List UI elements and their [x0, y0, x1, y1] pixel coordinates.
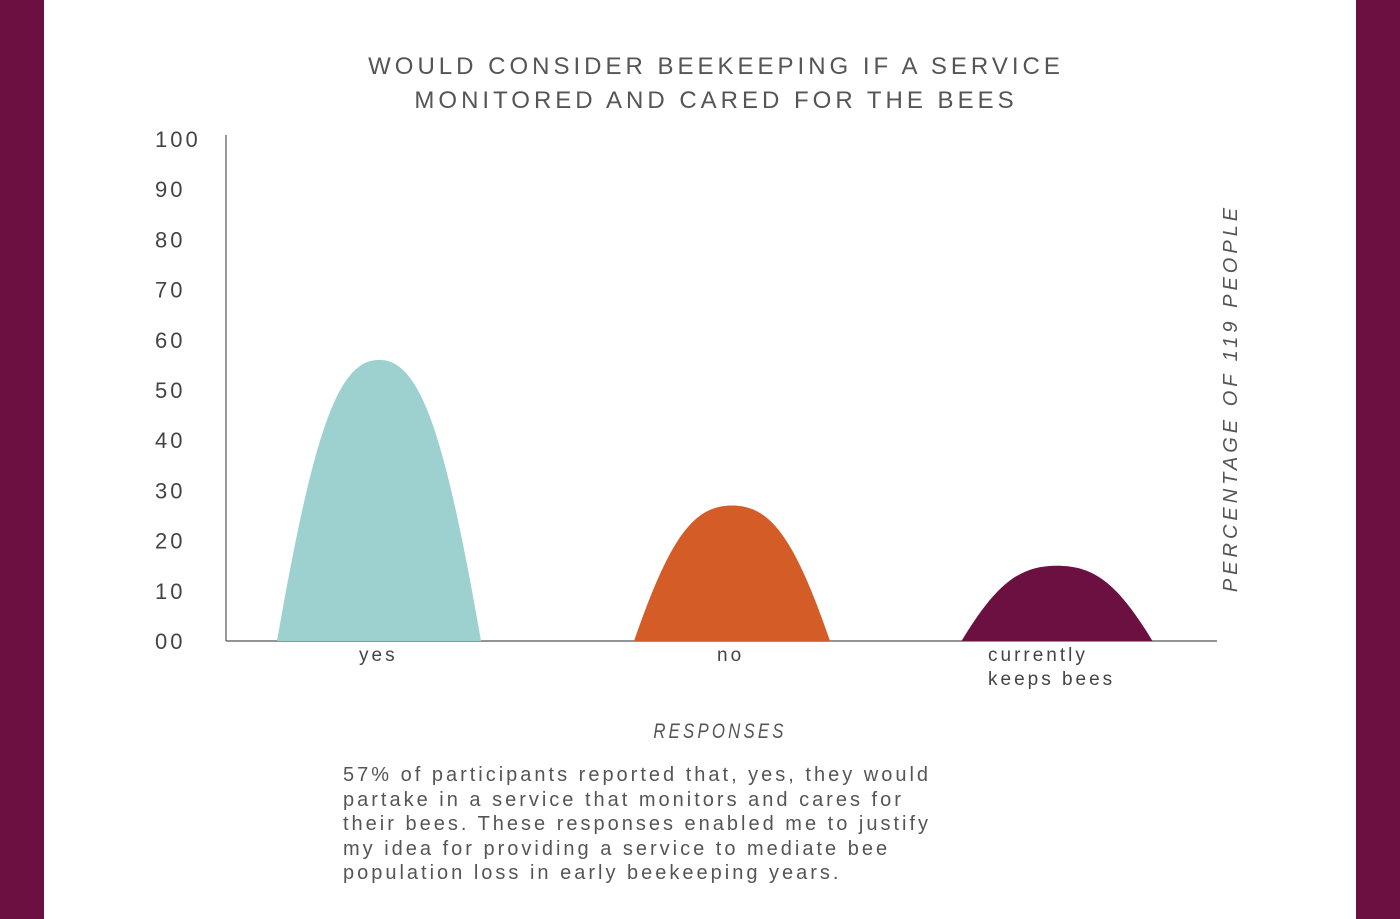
y-tick-label: 30: [155, 478, 185, 503]
bell: [961, 565, 1153, 641]
bell: [634, 505, 830, 641]
y-tick-label: 50: [155, 378, 185, 403]
description-line: my idea for providing a service to media…: [343, 837, 891, 860]
x-tick-label: no: [717, 645, 745, 666]
left-border: [0, 0, 44, 919]
description-line: 57% of participants reported that, yes, …: [343, 764, 932, 786]
y-tick-label: 80: [155, 227, 185, 252]
description-line: population loss in early beekeeping year…: [343, 862, 842, 884]
y-tick-label: 70: [155, 278, 185, 303]
description-line: partake in a service that monitors and c…: [343, 788, 904, 811]
y-tick-label: 40: [155, 428, 185, 453]
y-tick-label: 00: [155, 629, 185, 654]
x-tick-label: yes: [359, 645, 398, 666]
y-tick-label: 60: [155, 328, 185, 353]
description-line: their bees. These responses enabled me t…: [343, 813, 931, 835]
chart-title: WOULD CONSIDER BEEKEEPING IF A SERVICE M…: [368, 53, 1064, 114]
y-tick-label: 90: [155, 177, 185, 202]
y-tick-label: 100: [155, 127, 201, 152]
y-tick-label: 10: [155, 579, 185, 604]
right-border: [1356, 0, 1400, 919]
x-axis-label: RESPONSES: [653, 720, 787, 743]
description: 57% of participants reported that, yes, …: [343, 763, 931, 886]
x-tick-label: currently keeps bees: [988, 645, 1116, 690]
y-tick-label: 20: [155, 529, 185, 554]
bell: [277, 359, 481, 641]
y-axis-label: PERCENTAGE OF 119 PEOPLE: [1220, 204, 1242, 592]
